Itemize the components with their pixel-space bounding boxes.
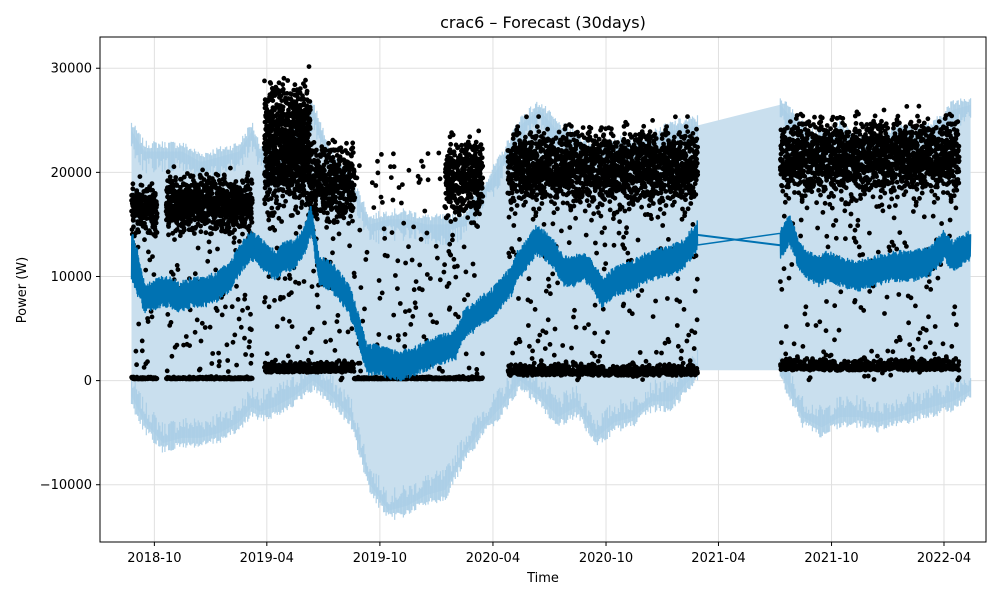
y-tick-label: 30000	[51, 62, 92, 77]
x-tick-label: 2022-04	[917, 551, 971, 566]
plot-frame	[99, 36, 987, 543]
y-tick-label: −10000	[40, 478, 92, 493]
forecast-line	[130, 206, 972, 382]
x-axis-title: Time	[526, 571, 559, 586]
y-axis: −10000 0 10000 20000 30000	[40, 62, 100, 493]
x-tick-label: 2020-10	[579, 551, 633, 566]
y-tick-label: 10000	[51, 270, 92, 285]
x-tick-label: 2019-10	[353, 551, 407, 566]
forecast-line-connector	[251, 244, 266, 257]
forecast-line-layer	[130, 206, 972, 382]
x-tick-label: 2020-04	[466, 551, 520, 566]
forecast-line-connector	[697, 233, 781, 247]
chart-title: crac6 – Forecast (30days)	[440, 13, 646, 32]
y-tick-label: 0	[84, 374, 92, 389]
observations-layer	[129, 64, 962, 383]
x-axis: 2018-10 2019-04 2019-10 2020-04 2020-10 2021-…	[127, 542, 971, 566]
x-tick-label: 2021-04	[691, 551, 745, 566]
x-tick-label: 2021-10	[804, 551, 858, 566]
x-tick-label: 2018-10	[127, 551, 181, 566]
y-axis-title: Power (W)	[15, 257, 30, 323]
y-tick-label: 20000	[51, 166, 92, 181]
observation-points	[129, 64, 962, 383]
x-tick-label: 2019-04	[240, 551, 294, 566]
forecast-line-connector	[484, 284, 509, 309]
